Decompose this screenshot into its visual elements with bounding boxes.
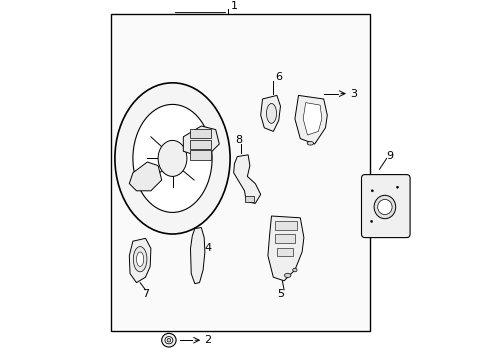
Ellipse shape: [167, 338, 170, 342]
Text: 5: 5: [276, 289, 284, 300]
Polygon shape: [233, 155, 260, 203]
Text: 3: 3: [349, 89, 356, 99]
Ellipse shape: [370, 190, 373, 192]
Polygon shape: [303, 103, 321, 135]
Polygon shape: [294, 95, 326, 144]
Polygon shape: [260, 95, 280, 131]
Text: 8: 8: [234, 135, 242, 145]
Bar: [275, 221, 296, 230]
FancyBboxPatch shape: [113, 16, 368, 329]
Bar: [244, 196, 254, 202]
Ellipse shape: [373, 195, 395, 219]
Polygon shape: [183, 126, 219, 155]
Ellipse shape: [284, 273, 290, 278]
Ellipse shape: [162, 333, 176, 347]
FancyBboxPatch shape: [189, 150, 211, 160]
Ellipse shape: [396, 186, 398, 188]
Ellipse shape: [133, 104, 212, 212]
Ellipse shape: [306, 141, 313, 145]
Ellipse shape: [370, 220, 372, 222]
Polygon shape: [129, 162, 162, 191]
Ellipse shape: [115, 83, 230, 234]
Ellipse shape: [377, 199, 391, 215]
FancyBboxPatch shape: [189, 140, 211, 149]
Ellipse shape: [136, 252, 143, 266]
Ellipse shape: [266, 104, 276, 123]
Text: 1: 1: [230, 1, 237, 12]
Ellipse shape: [133, 247, 146, 272]
Text: 6: 6: [275, 72, 282, 82]
Bar: [276, 248, 292, 256]
Ellipse shape: [158, 140, 186, 176]
Ellipse shape: [164, 337, 173, 344]
Polygon shape: [129, 238, 151, 283]
Text: 2: 2: [204, 335, 211, 345]
Text: 9: 9: [386, 150, 393, 161]
FancyBboxPatch shape: [111, 14, 370, 331]
Text: 7: 7: [142, 289, 149, 299]
Polygon shape: [190, 228, 204, 284]
FancyBboxPatch shape: [189, 129, 211, 138]
Polygon shape: [267, 216, 303, 281]
FancyBboxPatch shape: [361, 175, 409, 238]
Text: 4: 4: [204, 243, 211, 253]
Bar: [275, 234, 294, 243]
Ellipse shape: [292, 268, 296, 272]
